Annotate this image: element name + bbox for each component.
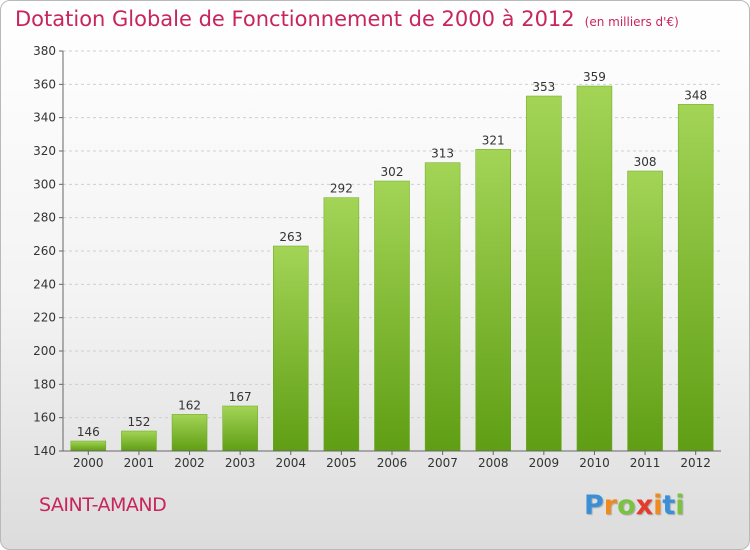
- bar: [70, 440, 107, 452]
- bar: [424, 162, 461, 452]
- y-tick-label: 260: [33, 244, 56, 258]
- data-label: 152: [127, 415, 150, 429]
- bar: [576, 85, 613, 452]
- chart-title: Dotation Globale de Fonctionnement de 20…: [15, 7, 679, 31]
- bar: [222, 405, 258, 452]
- x-tick-label: 2012: [680, 456, 711, 470]
- x-tick-label: 2000: [73, 456, 104, 470]
- data-label: 359: [583, 70, 606, 84]
- y-tick-label: 340: [33, 111, 56, 125]
- proxiti-logo[interactable]: Proxiti: [584, 490, 685, 521]
- y-tick-label: 220: [33, 311, 56, 325]
- x-tick-label: 2005: [326, 456, 357, 470]
- bar: [171, 414, 208, 452]
- y-tick-label: 300: [33, 177, 56, 191]
- data-label: 292: [330, 182, 353, 196]
- data-label: 146: [77, 425, 100, 439]
- x-tick-label: 2011: [630, 456, 661, 470]
- x-tick-label: 2008: [478, 456, 509, 470]
- bar: [273, 245, 309, 452]
- x-tick-label: 2007: [427, 456, 458, 470]
- x-tick-label: 2003: [225, 456, 256, 470]
- data-label: 263: [279, 230, 302, 244]
- data-label: 302: [381, 165, 404, 179]
- y-tick-label: 200: [33, 344, 56, 358]
- title-text: Dotation Globale de Fonctionnement de 20…: [15, 7, 575, 31]
- data-label: 162: [178, 398, 201, 412]
- y-tick-label: 360: [33, 77, 56, 91]
- data-label: 321: [482, 133, 505, 147]
- y-tick-label: 380: [33, 44, 56, 58]
- axes-group: 140 160 180 200 220 240 260 280 300 320 340 360 380 2…: [33, 44, 721, 470]
- y-tick-label: 320: [33, 144, 56, 158]
- x-tick-label: 2010: [579, 456, 610, 470]
- bar: [121, 430, 157, 452]
- bar: [677, 104, 714, 452]
- bar: [627, 170, 663, 452]
- x-tick-label: 2009: [529, 456, 560, 470]
- data-label: 313: [431, 147, 454, 161]
- bar: [526, 95, 562, 452]
- bar: [475, 149, 511, 452]
- y-tick-label: 140: [33, 444, 56, 458]
- x-tick-label: 2006: [377, 456, 408, 470]
- y-tick-label: 280: [33, 211, 56, 225]
- y-tick-label: 160: [33, 411, 56, 425]
- data-label: 167: [229, 390, 252, 404]
- bar: [323, 197, 360, 452]
- data-label: 348: [684, 88, 707, 102]
- data-label: 353: [532, 80, 555, 94]
- x-tick-label: 2002: [174, 456, 205, 470]
- bars-group: 146 152 162 167 263 292 302 313 321 353 359 308 348: [70, 70, 714, 452]
- x-tick-label: 2001: [124, 456, 155, 470]
- bar: [374, 180, 410, 452]
- data-label: 308: [634, 155, 657, 169]
- y-tick-label: 240: [33, 277, 56, 291]
- commune-name: SAINT-AMAND: [39, 494, 167, 516]
- x-tick-label: 2004: [275, 456, 306, 470]
- units-label: (en milliers d'€): [584, 15, 679, 29]
- y-tick-label: 180: [33, 377, 56, 391]
